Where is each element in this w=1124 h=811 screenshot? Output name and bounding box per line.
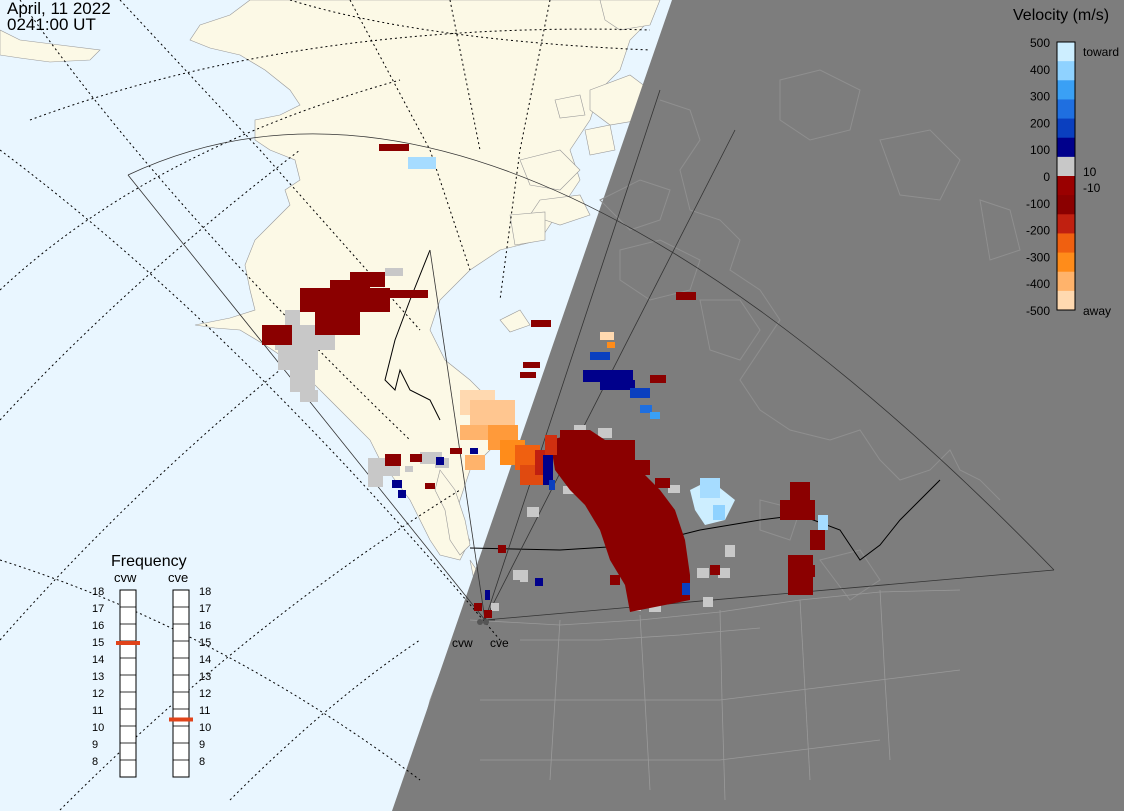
frequency-tick-label: 10 bbox=[199, 722, 211, 734]
frequency-tick-label: 16 bbox=[199, 620, 211, 632]
us-state-borders bbox=[469, 589, 961, 801]
colorbar-swatch bbox=[1057, 290, 1075, 311]
frequency-panel: Frequency cvw cve 18 17 16 15 14 13 12 11 10 9 8 18… bbox=[92, 553, 211, 778]
colorbar-tick-label: -100 bbox=[1026, 197, 1050, 211]
velocity-colorbar: Velocity (m/s) 500 400 300 200 100 0 -100 -200 -… bbox=[1013, 7, 1119, 318]
colorbar-toward-label: toward bbox=[1083, 45, 1119, 59]
timestamp-header: April, 11 2022 0241:00 UT bbox=[7, 0, 111, 34]
colorbar-swatch bbox=[1057, 137, 1075, 158]
colorbar-pos-threshold: 10 bbox=[1083, 165, 1097, 179]
colorbar-tick-label: -500 bbox=[1026, 304, 1050, 318]
radar-label-cve: cve bbox=[490, 636, 509, 650]
colorbar-swatch bbox=[1057, 61, 1075, 81]
frequency-tick-label: 16 bbox=[92, 620, 104, 632]
night-side-shading bbox=[392, 0, 1124, 811]
frequency-tick-label: 15 bbox=[92, 637, 104, 649]
frequency-column bbox=[119, 589, 137, 778]
colorbar-swatch bbox=[1057, 156, 1075, 177]
colorbar-tick-label: 400 bbox=[1030, 63, 1050, 77]
frequency-tick-label: 8 bbox=[199, 756, 205, 768]
radar-site-cvw bbox=[477, 619, 483, 625]
frequency-tick-label: 9 bbox=[92, 739, 98, 751]
colorbar-swatch bbox=[1057, 42, 1075, 62]
colorbar-tick-label: 500 bbox=[1030, 36, 1050, 50]
frequency-tick-label: 12 bbox=[92, 688, 104, 700]
colorbar-away-label: away bbox=[1083, 304, 1111, 318]
colorbar-tick-label: 0 bbox=[1043, 170, 1050, 184]
frequency-radar-cvw: cvw bbox=[114, 570, 137, 585]
frequency-tick-label: 14 bbox=[199, 654, 211, 666]
colorbar-tick-label: -300 bbox=[1026, 250, 1050, 264]
frequency-tick-label: 9 bbox=[199, 739, 205, 751]
time-label: 0241:00 UT bbox=[7, 15, 96, 34]
frequency-tick-label: 18 bbox=[92, 586, 104, 598]
frequency-tick-label: 18 bbox=[199, 586, 211, 598]
colorbar-tick-label: 200 bbox=[1030, 116, 1050, 130]
frequency-title: Frequency bbox=[111, 553, 187, 570]
colorbar-swatch bbox=[1057, 118, 1075, 139]
lat-lon-grid bbox=[0, 0, 651, 811]
colorbar-tick-label: -400 bbox=[1026, 277, 1050, 291]
radar-label-cvw: cvw bbox=[452, 636, 473, 650]
colorbar-neg-threshold: -10 bbox=[1083, 181, 1101, 195]
velocity-cells-away bbox=[262, 144, 825, 618]
colorbar-tick-label: 100 bbox=[1030, 143, 1050, 157]
frequency-marker bbox=[116, 641, 140, 645]
frequency-column bbox=[172, 589, 190, 778]
frequency-tick-label: 17 bbox=[92, 603, 104, 615]
colorbar-swatch bbox=[1057, 214, 1075, 234]
frequency-radar-cve: cve bbox=[168, 570, 188, 585]
frequency-tick-label: 11 bbox=[199, 705, 210, 717]
colorbar-swatch bbox=[1057, 176, 1075, 196]
colorbar-swatch bbox=[1057, 80, 1075, 100]
frequency-tick-label: 12 bbox=[199, 688, 211, 700]
frequency-tick-label: 15 bbox=[199, 637, 211, 649]
frequency-tick-label: 10 bbox=[92, 722, 104, 734]
colorbar-frame bbox=[1056, 41, 1076, 311]
colorbar-swatch bbox=[1057, 271, 1075, 292]
frequency-tick-label: 14 bbox=[92, 654, 104, 666]
radar-site-cve bbox=[483, 619, 489, 625]
velocity-cells-toward bbox=[392, 157, 828, 600]
colorbar-swatch bbox=[1057, 233, 1075, 254]
date-label: April, 11 2022 bbox=[7, 0, 111, 18]
colorbar-title: Velocity (m/s) bbox=[1013, 7, 1109, 24]
frequency-tick-label: 17 bbox=[199, 603, 211, 615]
frequency-tick-label: 8 bbox=[92, 756, 98, 768]
colorbar-tick-label: -200 bbox=[1026, 224, 1050, 238]
frequency-tick-label: 13 bbox=[199, 671, 211, 683]
colorbar-swatch bbox=[1057, 99, 1075, 120]
frequency-marker bbox=[169, 717, 193, 722]
colorbar-swatch bbox=[1057, 252, 1075, 273]
colorbar-swatch bbox=[1057, 195, 1075, 215]
colorbar-tick-label: 300 bbox=[1030, 90, 1050, 104]
frequency-tick-label: 11 bbox=[92, 705, 103, 717]
frequency-tick-label: 13 bbox=[92, 671, 104, 683]
